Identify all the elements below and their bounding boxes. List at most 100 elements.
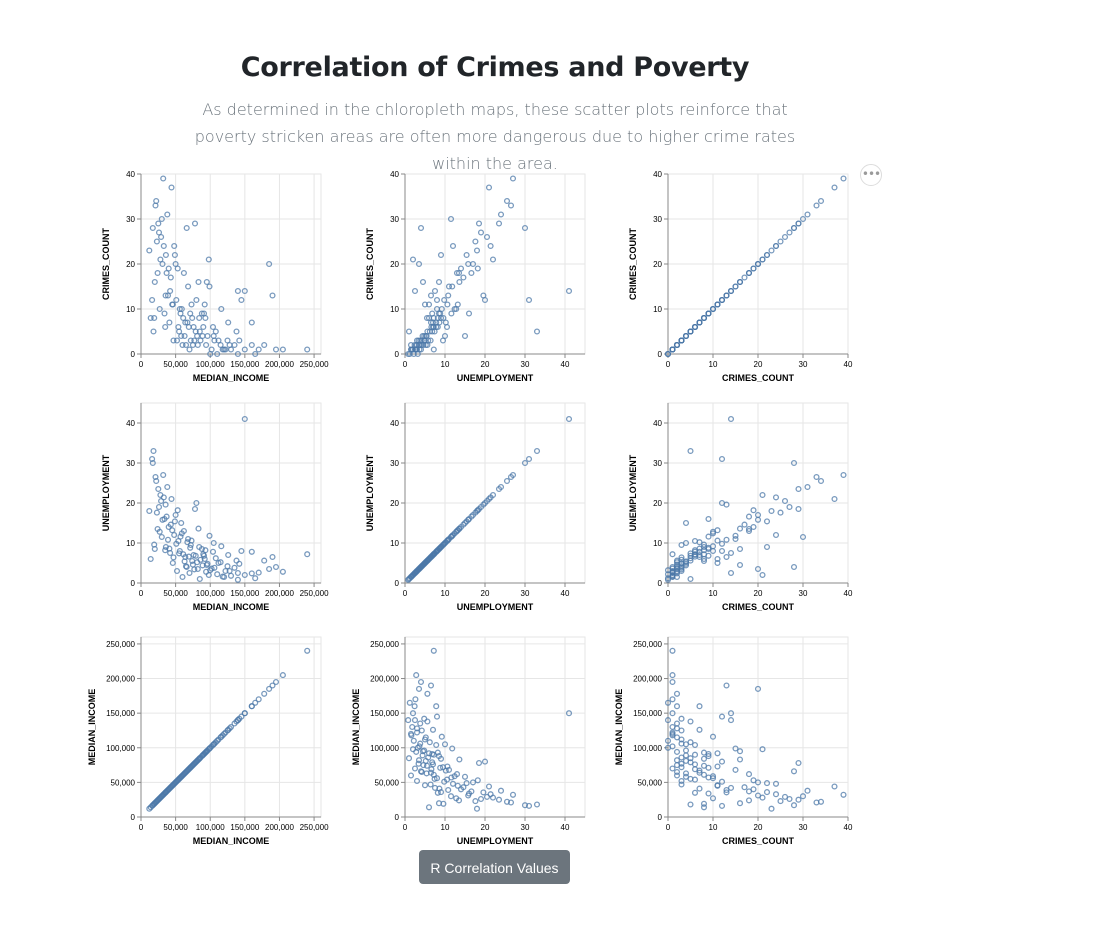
- scatter-point: [195, 756, 202, 763]
- scatter-point: [173, 567, 181, 575]
- x-tick-label: 20: [481, 589, 490, 598]
- scatter-point: [763, 251, 771, 259]
- scatter-point: [241, 346, 248, 353]
- scatter-point: [411, 765, 419, 772]
- scatter-point: [413, 346, 421, 353]
- scatter-point: [255, 569, 262, 576]
- r-correlation-values-button[interactable]: R Correlation Values: [419, 850, 570, 884]
- scatter-point: [790, 224, 798, 232]
- scatter-point: [691, 548, 699, 555]
- scatter-point: [438, 733, 445, 740]
- scatter-point: [408, 732, 415, 739]
- scatter-point: [795, 220, 802, 227]
- scatter-point: [433, 323, 440, 331]
- scatter-point: [415, 685, 423, 692]
- y-tick-label: 20: [390, 260, 399, 269]
- scatter-point: [427, 337, 434, 344]
- y-tick-label: 30: [390, 215, 399, 224]
- scatter-point: [179, 573, 186, 581]
- scatter-point: [790, 459, 798, 467]
- scatter-panel-unemployment-vs-crimes_count: 0 10 20 30 40 0 10 20 30 40 CRIMES_COUNT UNEMPLOYME…: [628, 402, 853, 612]
- scatter-point: [445, 536, 452, 543]
- y-tick-label: 40: [390, 170, 399, 179]
- y-axis-title: UNEMPLOYMENT: [628, 454, 638, 531]
- chart-actions-menu-button[interactable]: •••: [860, 164, 882, 186]
- scatter-point: [411, 287, 419, 295]
- scatter-point: [193, 499, 200, 507]
- scatter-point: [185, 553, 192, 560]
- scatter-point: [159, 516, 166, 523]
- y-tick-label: 0: [658, 813, 663, 822]
- scatter-point: [468, 788, 475, 795]
- scatter-point: [691, 766, 699, 773]
- scatter-point: [673, 772, 681, 779]
- scatter-point: [238, 547, 245, 555]
- x-axis-title: CRIMES_COUNT: [722, 373, 795, 383]
- scatter-point: [473, 507, 481, 515]
- y-tick-label: 100,000: [370, 744, 399, 753]
- scatter-point: [461, 773, 469, 780]
- scatter-point: [150, 328, 157, 335]
- scatter-point: [425, 804, 433, 811]
- scatter-point: [409, 710, 417, 717]
- scatter-point: [191, 337, 198, 344]
- x-tick-label: 250,000: [300, 589, 329, 598]
- scatter-point: [678, 715, 685, 722]
- scatter-point: [465, 310, 473, 317]
- scatter-point: [409, 256, 417, 263]
- scatter-point: [266, 260, 273, 268]
- y-tick-label: 30: [653, 459, 662, 468]
- scatter-point: [421, 782, 429, 789]
- scatter-point: [199, 332, 206, 340]
- scatter-point: [682, 770, 690, 777]
- scatter-point: [168, 184, 175, 191]
- scatter-point: [205, 256, 212, 263]
- scatter-point: [447, 793, 455, 800]
- scatter-point: [255, 696, 262, 703]
- scatter-point: [678, 541, 685, 549]
- scatter-point: [723, 789, 730, 796]
- scatter-point: [241, 415, 248, 423]
- scatter-point: [831, 184, 838, 191]
- scatter-point: [436, 785, 443, 792]
- scatter-point: [169, 559, 176, 567]
- scatter-point: [180, 314, 187, 322]
- scatter-point: [252, 350, 259, 358]
- scatter-point: [475, 220, 483, 227]
- scatter-point: [723, 536, 730, 543]
- scatter-point: [174, 507, 181, 514]
- scatter-point: [700, 314, 708, 322]
- scatter-point: [417, 337, 424, 344]
- y-tick-label: 200,000: [633, 675, 662, 684]
- scatter-point: [241, 571, 248, 579]
- scatter-point: [768, 507, 775, 515]
- scatter-point: [678, 740, 685, 747]
- scatter-point: [422, 559, 429, 566]
- x-tick-label: 250,000: [300, 823, 329, 832]
- scatter-point: [723, 292, 730, 299]
- scatter-point: [451, 773, 458, 780]
- scatter-point: [455, 269, 463, 277]
- x-tick-label: 250,000: [300, 360, 329, 369]
- y-tick-label: 50,000: [375, 778, 400, 787]
- scatter-point: [209, 323, 217, 331]
- scatter-panel-median_income-vs-median_income: 0 50,000 100,000 150,000 200,000 250,000 0 50,0…: [87, 636, 329, 846]
- scatter-point: [412, 569, 419, 576]
- scatter-point: [474, 777, 481, 784]
- scatter-point: [772, 780, 780, 787]
- scatter-point: [497, 787, 505, 794]
- scatter-panel-crimes_count-vs-median_income: 0 50,000 100,000 150,000 200,000 250,000 0 10 20…: [101, 170, 329, 383]
- scatter-point: [669, 567, 676, 575]
- scatter-point: [161, 310, 168, 317]
- y-tick-label: 40: [126, 419, 135, 428]
- scatter-point: [456, 756, 463, 763]
- scatter-point: [405, 576, 412, 583]
- y-tick-label: 40: [653, 170, 662, 179]
- scatter-point: [261, 341, 268, 349]
- scatter-point: [427, 682, 435, 689]
- scatter-point: [503, 798, 511, 805]
- scatter-point: [480, 789, 487, 796]
- scatter-point: [435, 278, 443, 286]
- x-axis-title: CRIMES_COUNT: [722, 836, 795, 846]
- scatter-point: [272, 346, 280, 353]
